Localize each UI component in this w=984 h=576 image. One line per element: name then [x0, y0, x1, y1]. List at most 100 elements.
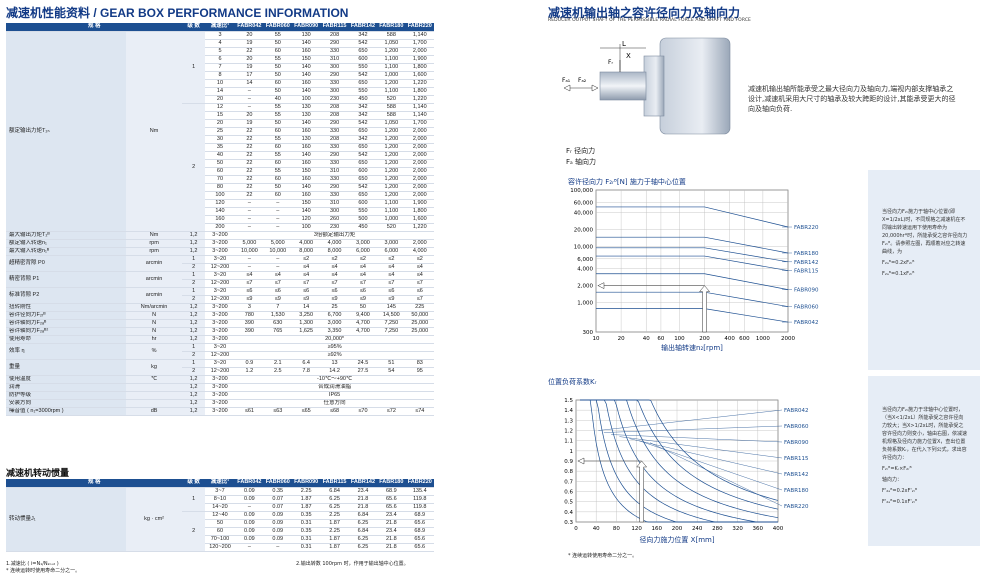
- inertia-table: 规 格级 数减速比¹ FABR042 FABR060 FABR090 FABR115 FA…: [6, 479, 434, 552]
- table-cell: 50: [263, 63, 292, 72]
- x-label: X: [626, 52, 631, 60]
- table-cell: –: [235, 543, 264, 552]
- table-cell: ≤4: [235, 271, 264, 280]
- table-cell: 330: [320, 47, 349, 56]
- table-cell: 130: [291, 111, 321, 120]
- table-row: 2 12~200 1.2 2.5 7.8 14.2 27.5 54 95: [6, 367, 434, 376]
- table-cell: ≤4: [377, 263, 406, 272]
- ratio-cell: 3~20: [204, 271, 236, 280]
- stage-cell: 1,2: [182, 239, 205, 248]
- table-cell: 12: [204, 103, 236, 112]
- table-cell: 1,000: [377, 215, 406, 224]
- note-line: F'₂ₐᴮ=0.2xF'₂ᵣᴮ: [882, 488, 918, 494]
- table-cell: 542: [348, 71, 378, 80]
- table-cell: 60: [204, 167, 236, 176]
- table-cell: –: [235, 95, 264, 104]
- table-cell: 342: [348, 103, 378, 112]
- column-header: FABR042: [235, 479, 264, 488]
- table-cell: 55: [263, 103, 292, 112]
- table-cell: 1,100: [377, 87, 406, 96]
- table-row: 扭转刚性 Nm/arcmin 1,2 3~200 3 7 14 25 50 145 225: [6, 303, 434, 312]
- torque-unit: Nm: [125, 31, 183, 232]
- table-cell: 230: [320, 223, 349, 232]
- table-row: 100 22 60 160 330 650 1,200 2,000: [6, 191, 434, 200]
- y-tick-label: 1,000: [577, 301, 593, 307]
- table-cell: 450: [348, 95, 378, 104]
- stage-cell: 2: [182, 511, 205, 552]
- spec-unit: [125, 391, 183, 400]
- ratio-cell: 3~200: [204, 231, 236, 240]
- note-line: F₂ₐᴮ=0.1xF₂ᵣᴮ: [882, 271, 915, 277]
- table-cell: 25: [320, 303, 349, 312]
- table-cell: 7.8: [291, 367, 321, 376]
- radial-force-chart: 容许径向力 F₂ᵣᴮ[N] 施力于轴中心位置 300 1,000 2,000 4,000…: [568, 177, 819, 352]
- table-cell: 0.9: [235, 359, 264, 368]
- table-row: 容许轴向力F₂ₐᴮ N 1,2 3~200 390 630 1,300 3,000 4,700 7…: [6, 319, 434, 328]
- table-header-row: 规 格级 数减速比¹ FABR042 FABR060 FABR090 FABR115 FA…: [6, 479, 434, 488]
- table-cell: 2,000: [405, 167, 434, 176]
- table-cell: –: [263, 215, 292, 224]
- stage-cell: 2: [182, 263, 205, 272]
- table-cell: 1,140: [405, 31, 434, 40]
- table-cell: 21.8: [377, 543, 406, 552]
- table-cell: –: [263, 199, 292, 208]
- spec-unit: hr: [125, 335, 183, 344]
- table-cell: 1,200: [377, 143, 406, 152]
- spec-label: 最大输入转速n₁ᴮ: [6, 247, 126, 256]
- table-cell: 25,000: [405, 319, 434, 328]
- series-label: FABR090: [794, 288, 819, 294]
- stage-cell: 1,2: [182, 303, 205, 312]
- table-row: 80 22 50 140 290 542 1,200 2,000: [6, 183, 434, 192]
- table-cell: ≤9: [263, 295, 292, 304]
- series-line: [596, 236, 789, 254]
- table-cell: 60: [263, 175, 292, 184]
- note-line: 当径向力F₂ᵣ施力于非轴中心位置时，（当X<1/2xL）所能承受之容许径向力较大…: [882, 407, 968, 461]
- table-cell: 160: [291, 47, 321, 56]
- table-cell: 588: [377, 111, 406, 120]
- table-cell: 160: [291, 143, 321, 152]
- column-header: FABR142: [348, 23, 378, 32]
- series-label: FABR042: [784, 408, 809, 414]
- table-cell: 4,700: [348, 319, 378, 328]
- table-row: 超精密背隙 P0 arcmin 1 3~20– – ≤2 ≤2 ≤2 ≤2 ≤2: [6, 255, 434, 272]
- table-cell: 50: [263, 71, 292, 80]
- table-row: 70~100 0.09 0.09 0.31 1.87 6.25 21.8 65.6: [6, 535, 434, 544]
- table-cell: 6.84: [348, 511, 378, 520]
- ratio-cell: 12~200: [204, 279, 236, 288]
- stage-cell: 2: [182, 351, 205, 360]
- table-cell: 4,000: [320, 239, 349, 248]
- table-cell: 208: [320, 111, 349, 120]
- table-row: 容许径向力F₂ᵣᴮ N 1,2 3~200 780 1,530 3,250 6,700 9,40…: [6, 311, 434, 320]
- table-cell: 55: [263, 151, 292, 160]
- stage-cell: 1,2: [182, 391, 205, 400]
- table-cell: 342: [348, 111, 378, 120]
- table-cell: 145: [377, 303, 406, 312]
- table-cell: 25,000: [405, 327, 434, 336]
- table-row: 最大输入转速n₁ᴮ rpm 1,2 3~200 10,000 10,000 8,000 8,0…: [6, 247, 434, 256]
- table-row: 2 12~200 ≤9 ≤9 ≤9 ≤9 ≤9 ≤9 ≤7: [6, 295, 434, 304]
- table-row: 120– –150 310 600 1,100 1,900: [6, 199, 434, 208]
- stage-cell: 1,2: [182, 319, 205, 328]
- note-line: 轴向力：: [882, 477, 903, 483]
- table-row: 5 22 60 160 330 650 1,200 2,000: [6, 47, 434, 56]
- table-cell: ≤4: [291, 271, 321, 280]
- table-cell: 1.2: [235, 367, 264, 376]
- table-cell: 10,000: [235, 247, 264, 256]
- table-cell: 1,200: [377, 183, 406, 192]
- table-cell: 40: [263, 95, 292, 104]
- x-tick-label: 200: [699, 336, 710, 342]
- column-header: 规 格: [6, 23, 183, 32]
- ratio-cell: 3~200: [204, 407, 236, 416]
- table-cell: 1,200: [377, 191, 406, 200]
- table-cell: 160: [291, 175, 321, 184]
- x-tick-label: 20: [618, 336, 625, 342]
- table-row: 噪音值 ( n₁=3000rpm ) dB 1,2 3~200 ≤61 ≤63 ≤65 ≤68…: [6, 407, 434, 416]
- spec-unit: ℃: [125, 375, 183, 384]
- length-label: L: [622, 40, 626, 48]
- table-row: 4 19 50 140 290 542 1,050 1,700: [6, 39, 434, 48]
- table-cell: 14.2: [320, 367, 349, 376]
- table-row: 润滑 1,2 3~200 合成润滑油脂: [6, 383, 434, 392]
- y-tick-label: 0.8: [564, 469, 573, 475]
- table-cell: 6.25: [348, 543, 378, 552]
- table-header-row: 规 格级 数减速比¹ FABR042 FABR060 FABR090 FABR115 FA…: [6, 23, 434, 32]
